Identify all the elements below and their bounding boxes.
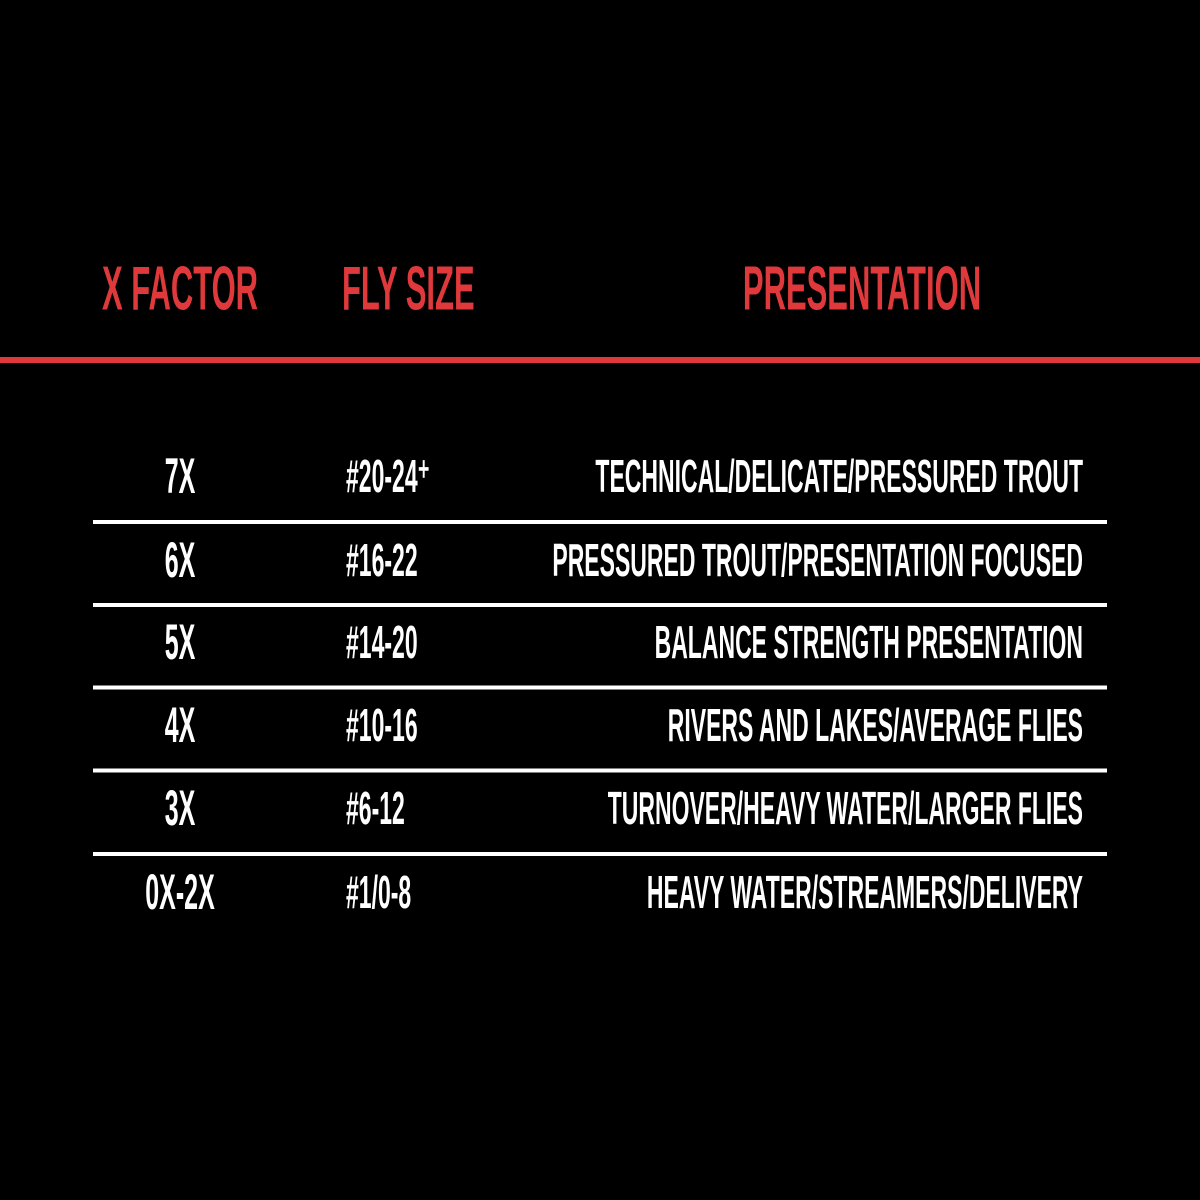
cell: 7X [165,449,196,505]
cell: #16-22 [346,534,418,586]
column-header-group: FLY SIZE [342,255,475,323]
header-divider [0,357,1200,363]
column-header: FLY SIZE [342,255,475,323]
cell: BALANCE STRENGTH PRESENTATION [655,616,1083,668]
row-divider [93,603,1107,607]
cell-group: #6-12 [346,782,405,834]
row-divider [93,685,1107,690]
column-header: X FACTOR [102,255,258,323]
cell-group: 5X [165,615,196,671]
cell-group: TECHNICAL/DELICATE/PRESSURED TROUT [595,450,1083,502]
cell-group: #20-24⁺ [346,450,430,502]
cell-group: PRESSURED TROUT/PRESENTATION FOCUSED [552,534,1083,586]
cell: 4X [165,698,196,754]
column-header-group: X FACTOR [102,255,258,323]
cell: RIVERS AND LAKES/AVERAGE FLIES [668,699,1083,751]
cell: 3X [165,781,196,837]
cell-group: 3X [165,781,196,837]
cell-group: #14-20 [346,616,418,668]
column-header-group: PRESENTATION [743,255,981,323]
cell: 0X-2X [145,865,215,921]
cell: #6-12 [346,782,405,834]
cell: PRESSURED TROUT/PRESENTATION FOCUSED [552,534,1083,586]
cell-group: TURNOVER/HEAVY WATER/LARGER FLIES [608,782,1083,834]
cell: #14-20 [346,616,418,668]
cell: #20-24⁺ [346,450,430,502]
cell: HEAVY WATER/STREAMERS/DELIVERY [647,866,1083,918]
column-header: PRESENTATION [743,255,981,323]
row-divider [93,768,1107,773]
cell-group: RIVERS AND LAKES/AVERAGE FLIES [668,699,1083,751]
cell-group: 7X [165,449,196,505]
cell: TURNOVER/HEAVY WATER/LARGER FLIES [608,782,1083,834]
cell-group: BALANCE STRENGTH PRESENTATION [655,616,1083,668]
cell-group: HEAVY WATER/STREAMERS/DELIVERY [647,866,1083,918]
cell: TECHNICAL/DELICATE/PRESSURED TROUT [595,450,1083,502]
row-divider [93,852,1107,856]
cell: #1/0-8 [346,866,411,918]
row-divider [93,520,1107,524]
cell-group: #16-22 [346,534,418,586]
cell-group: #1/0-8 [346,866,411,918]
cell-group: 0X-2X [145,865,215,921]
cell-group: 4X [165,698,196,754]
cell: 6X [165,533,196,589]
cell: #10-16 [346,699,418,751]
cell: 5X [165,615,196,671]
cell-group: 6X [165,533,196,589]
cell-group: #10-16 [346,699,418,751]
